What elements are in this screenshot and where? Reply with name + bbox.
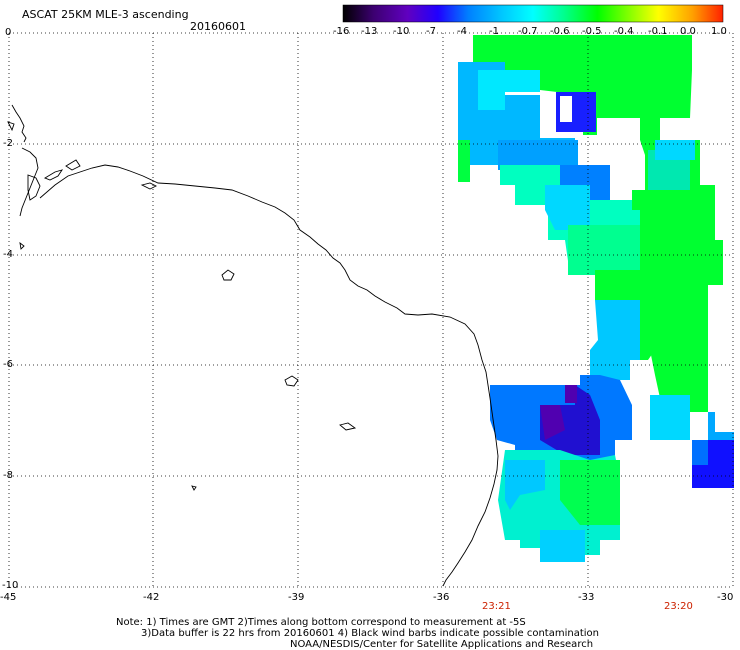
colorbar-label: -13 <box>361 26 378 37</box>
x-axis-label: -45 <box>0 592 17 603</box>
y-axis-label: -6 <box>3 359 13 370</box>
swath-time-label: 23:21 <box>482 601 511 612</box>
colorbar-label: -0.6 <box>550 26 570 37</box>
colorbar-label: -4 <box>457 26 467 37</box>
map-date: 20160601 <box>190 20 246 33</box>
x-axis-label: -42 <box>143 592 160 603</box>
colorbar-label: -1 <box>489 26 499 37</box>
colorbar-label: -0.5 <box>582 26 602 37</box>
y-axis-label: -10 <box>2 580 19 591</box>
coastline <box>7 104 499 587</box>
x-axis-label: -30 <box>717 592 734 603</box>
y-axis-label: -4 <box>3 249 13 260</box>
colorbar-label: -16 <box>333 26 350 37</box>
note-line-3: NOAA/NESDIS/Center for Satellite Applica… <box>290 639 594 650</box>
x-axis-label: -39 <box>288 592 305 603</box>
x-axis-label: -36 <box>433 592 450 603</box>
x-axis-label: -33 <box>578 592 595 603</box>
colorbar-swatches <box>342 4 724 23</box>
graticule-grid <box>8 32 734 588</box>
colorbar-label: -0.4 <box>614 26 634 37</box>
map-title: ASCAT 25KM MLE-3 ascending <box>22 8 189 21</box>
note-line-1: Note: 1) Times are GMT 2)Times along bot… <box>116 617 526 628</box>
y-axis-label: -2 <box>3 138 13 149</box>
colorbar-label: 0.0 <box>680 26 696 37</box>
colorbar-label: -10 <box>393 26 410 37</box>
colorbar-label: -0.1 <box>648 26 668 37</box>
note-line-2: 3)Data buffer is 22 hrs from 20160601 4)… <box>141 628 599 639</box>
y-axis-label: 0 <box>5 27 12 38</box>
colorbar-label: 1.0 <box>711 26 727 37</box>
wind-data-swath <box>458 35 735 562</box>
swath-time-label: 23:20 <box>664 601 693 612</box>
colorbar-label: -7 <box>426 26 436 37</box>
colorbar-label: -0.7 <box>518 26 538 37</box>
y-axis-label: -8 <box>3 470 13 481</box>
